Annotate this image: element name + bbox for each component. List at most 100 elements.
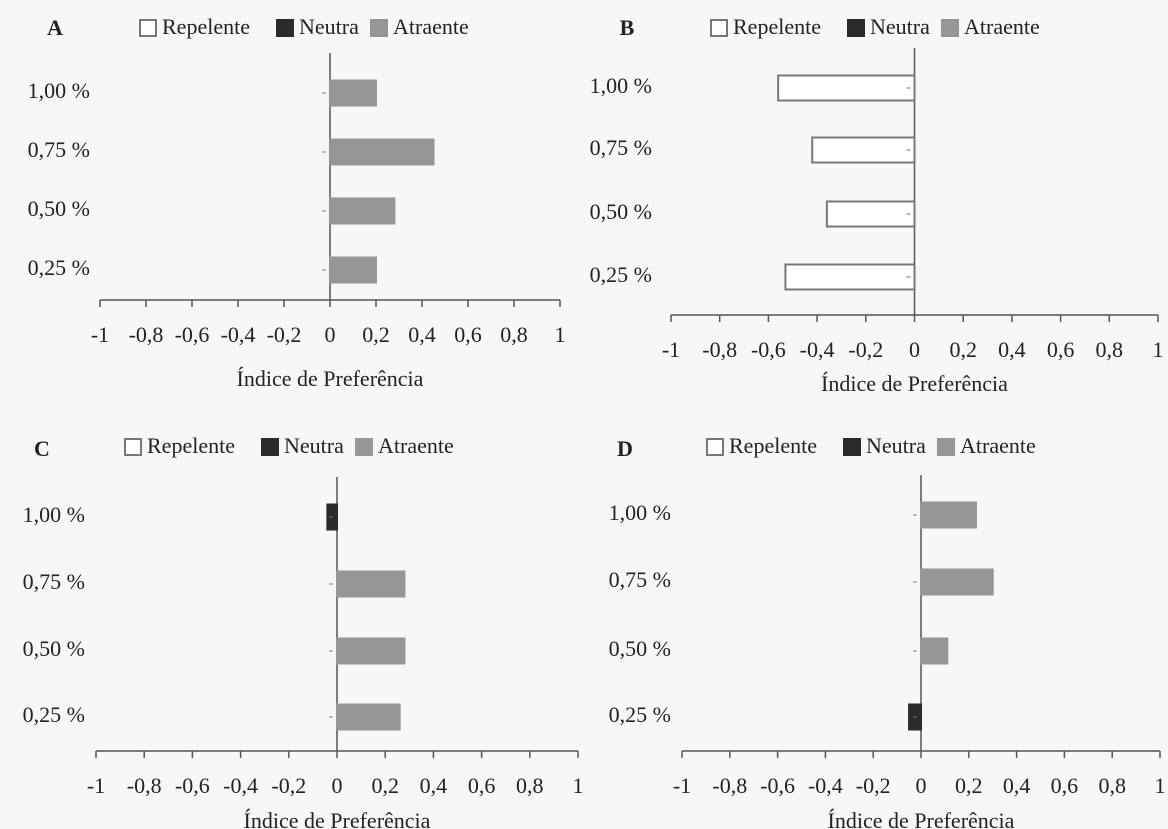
x-tick-label: 0 bbox=[325, 322, 336, 347]
x-tick-label: 1 bbox=[1155, 773, 1166, 798]
panel-letter: D bbox=[617, 436, 633, 461]
x-tick-label: -0,8 bbox=[712, 773, 747, 798]
x-tick-label: -0,8 bbox=[129, 322, 164, 347]
category-label: 0,25 % bbox=[590, 262, 652, 287]
x-tick-label: -1 bbox=[662, 337, 680, 362]
category-label: 0,50 % bbox=[23, 636, 85, 661]
legend-label-atraente: Atraente bbox=[378, 433, 454, 458]
legend-swatch-atraente bbox=[370, 19, 388, 37]
category-label: 0,75 % bbox=[23, 569, 85, 594]
category-label: 0,25 % bbox=[28, 255, 90, 280]
x-tick-label: -0,6 bbox=[175, 773, 210, 798]
bar-repelente bbox=[811, 136, 916, 164]
x-axis-label: Índice de Preferência bbox=[244, 808, 431, 829]
x-axis-label: Índice de Preferência bbox=[821, 371, 1008, 396]
category-label: 0,75 % bbox=[590, 135, 652, 160]
bar-atraente bbox=[329, 138, 435, 166]
bar-atraente bbox=[329, 197, 396, 225]
category-label: 0,75 % bbox=[609, 567, 671, 592]
legend-label-neutra: Neutra bbox=[284, 433, 344, 458]
x-tick-label: 0,8 bbox=[516, 773, 544, 798]
x-tick-label: 0,2 bbox=[371, 773, 399, 798]
legend-label-atraente: Atraente bbox=[964, 14, 1040, 39]
category-label: 0,25 % bbox=[609, 702, 671, 727]
x-tick-label: 0,4 bbox=[998, 337, 1026, 362]
category-label: 1,00 % bbox=[23, 502, 85, 527]
legend-label-repelente: Repelente bbox=[729, 433, 817, 458]
x-tick-label: -0,2 bbox=[271, 773, 306, 798]
legend-swatch-neutra bbox=[847, 19, 865, 37]
x-tick-label: -0,6 bbox=[751, 337, 786, 362]
x-tick-label: 0 bbox=[916, 773, 927, 798]
x-tick-label: -0,4 bbox=[221, 322, 256, 347]
legend: Repelente Neutra Atraente bbox=[710, 14, 1040, 39]
x-axis-label: Índice de Preferência bbox=[237, 366, 424, 391]
bar-atraente bbox=[336, 637, 406, 665]
category-label: 0,50 % bbox=[28, 196, 90, 221]
x-tick-label: -0,6 bbox=[175, 322, 210, 347]
x-tick-label: 0,8 bbox=[1098, 773, 1126, 798]
panel-c: C Repelente Neutra Atraente -1 -0,8 -0,6 -0,4 -0… bbox=[23, 433, 584, 829]
x-tick-label: 0,4 bbox=[420, 773, 448, 798]
legend: Repelente Neutra Atraente bbox=[124, 433, 454, 458]
x-tick-label: -0,8 bbox=[127, 773, 162, 798]
bar-repelente bbox=[784, 263, 916, 291]
x-tick-label: 0,2 bbox=[955, 773, 983, 798]
legend-label-neutra: Neutra bbox=[870, 14, 930, 39]
bar-atraente bbox=[336, 703, 401, 731]
x-tick-label: -0,4 bbox=[223, 773, 258, 798]
x-tick-label: -1 bbox=[673, 773, 691, 798]
category-label: 1,00 % bbox=[609, 500, 671, 525]
bar-atraente bbox=[920, 637, 949, 665]
panel-letter: B bbox=[620, 15, 635, 40]
legend-label-atraente: Atraente bbox=[960, 433, 1036, 458]
x-tick-label: -0,2 bbox=[267, 322, 302, 347]
legend-swatch-neutra bbox=[276, 19, 294, 37]
x-tick-label: 0,6 bbox=[454, 322, 482, 347]
legend-swatch-repelente bbox=[124, 438, 142, 456]
legend: Repelente Neutra Atraente bbox=[139, 14, 469, 39]
x-tick-label: -0,4 bbox=[808, 773, 843, 798]
x-tick-label: 0,4 bbox=[1003, 773, 1031, 798]
legend-label-neutra: Neutra bbox=[299, 14, 359, 39]
x-tick-label: 1 bbox=[1153, 337, 1164, 362]
category-label: 0,50 % bbox=[590, 199, 652, 224]
legend-label-neutra: Neutra bbox=[866, 433, 926, 458]
category-label: 1,00 % bbox=[28, 78, 90, 103]
legend-swatch-neutra bbox=[261, 438, 279, 456]
panel-a: A Repelente Neutra Atraente -1 -0,8 -0,6 -0,4 -0… bbox=[28, 14, 566, 391]
legend-label-repelente: Repelente bbox=[162, 14, 250, 39]
legend-swatch-repelente bbox=[710, 19, 728, 37]
legend-swatch-atraente bbox=[937, 438, 955, 456]
category-label: 0,50 % bbox=[609, 636, 671, 661]
legend-swatch-repelente bbox=[139, 19, 157, 37]
x-tick-label: -0,2 bbox=[856, 773, 891, 798]
bar-repelente bbox=[777, 74, 916, 102]
x-axis-label: Índice de Preferência bbox=[828, 808, 1015, 829]
x-tick-label: 1 bbox=[573, 773, 584, 798]
legend-label-atraente: Atraente bbox=[393, 14, 469, 39]
bar-repelente bbox=[825, 200, 916, 228]
x-tick-label: 0,8 bbox=[1096, 337, 1124, 362]
x-tick-label: 0,4 bbox=[408, 322, 436, 347]
x-tick-label: 0,6 bbox=[468, 773, 496, 798]
x-tick-label: 1 bbox=[555, 322, 566, 347]
legend-swatch-atraente bbox=[355, 438, 373, 456]
legend-swatch-repelente bbox=[706, 438, 724, 456]
category-label: 0,25 % bbox=[23, 702, 85, 727]
bar-atraente bbox=[329, 79, 377, 107]
x-tick-label: 0,2 bbox=[949, 337, 977, 362]
x-tick-label: 0,6 bbox=[1047, 337, 1075, 362]
x-tick-label: -1 bbox=[87, 773, 105, 798]
legend: Repelente Neutra Atraente bbox=[706, 433, 1036, 458]
x-tick-label: 0,6 bbox=[1051, 773, 1079, 798]
panel-b: B Repelente Neutra Atraente -1 -0,8 -0,6 -0,4 -0… bbox=[590, 14, 1164, 396]
panel-letter: A bbox=[47, 15, 63, 40]
category-label: 1,00 % bbox=[590, 73, 652, 98]
x-tick-label: 0,2 bbox=[362, 322, 390, 347]
x-tick-label: 0 bbox=[909, 337, 920, 362]
legend-swatch-atraente bbox=[941, 19, 959, 37]
x-tick-label: -0,8 bbox=[702, 337, 737, 362]
legend-label-repelente: Repelente bbox=[733, 14, 821, 39]
